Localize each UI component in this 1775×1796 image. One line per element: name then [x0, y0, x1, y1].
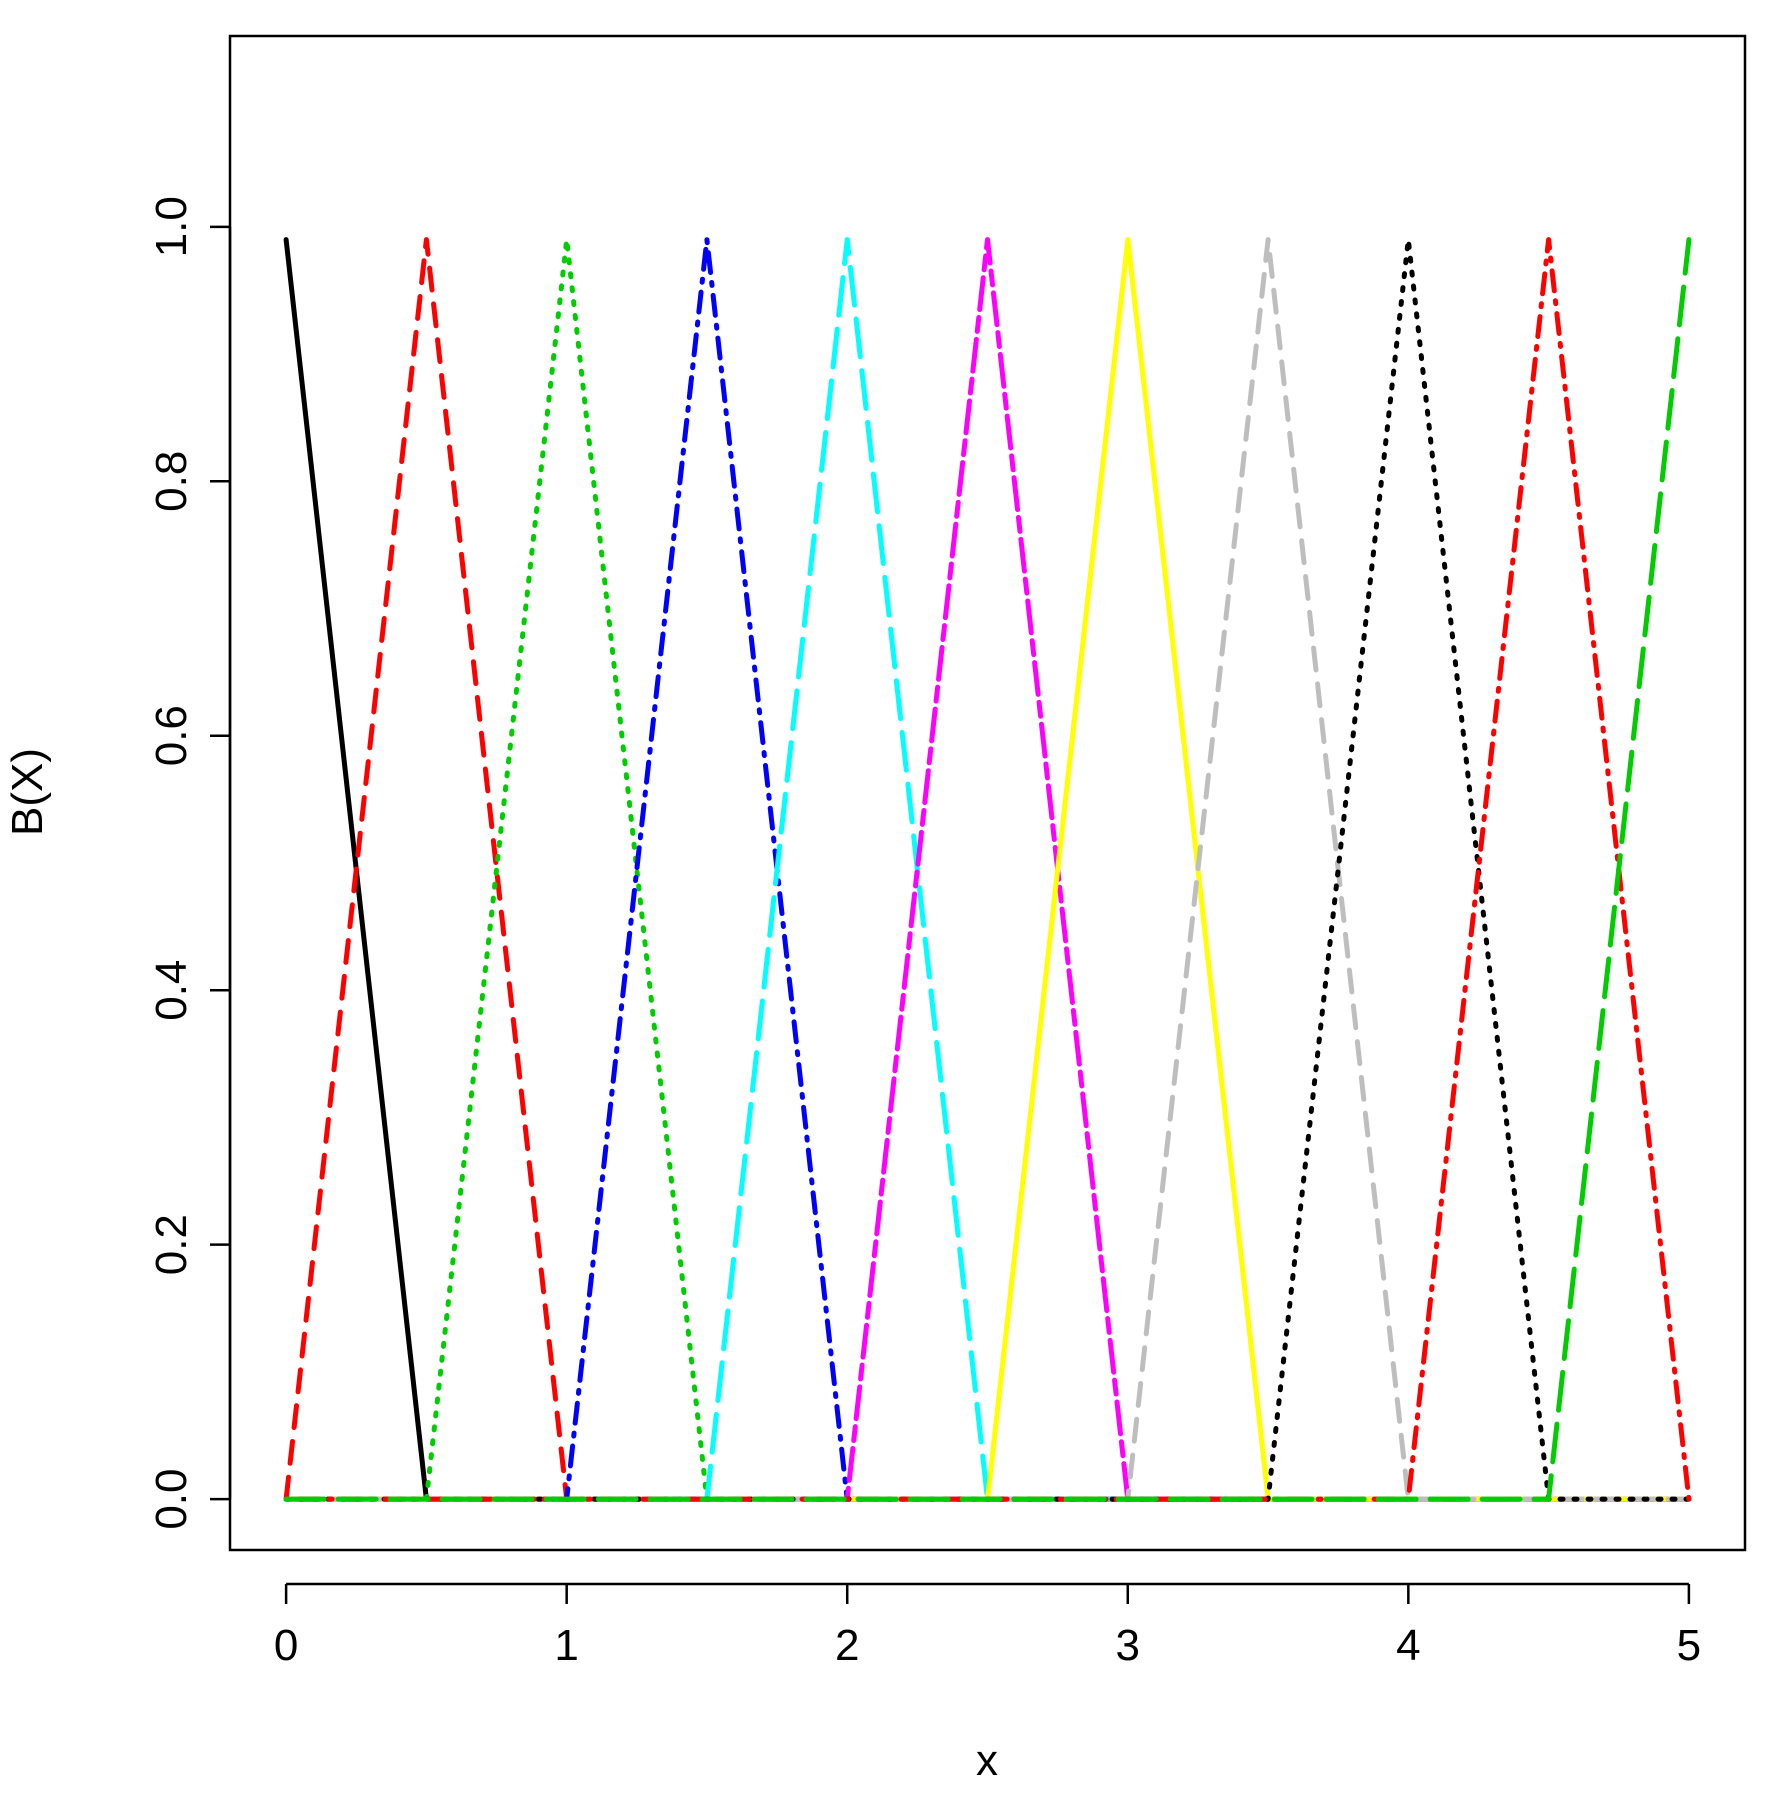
y-tick-label: 0.4 — [147, 960, 196, 1021]
x-axis-title: x — [976, 1736, 998, 1785]
y-tick-label: 0.6 — [147, 705, 196, 766]
y-tick-label: 0.8 — [147, 451, 196, 512]
y-axis-title: B(X) — [3, 748, 52, 836]
x-tick-label: 1 — [554, 1621, 578, 1670]
x-axis: 0 1 2 3 4 5 — [274, 1582, 1701, 1670]
x-tick-label: 3 — [1116, 1621, 1140, 1670]
x-tick-label: 4 — [1396, 1621, 1420, 1670]
series-line-11 — [283, 237, 1692, 1502]
x-tick-label: 0 — [274, 1621, 298, 1670]
y-tick-label: 1.0 — [147, 196, 196, 257]
y-axis: 0.0 0.2 0.4 0.6 0.8 1.0 — [147, 196, 232, 1530]
x-tick-label: 5 — [1677, 1621, 1701, 1670]
series-layer — [283, 237, 1692, 1502]
x-tick-label: 2 — [835, 1621, 859, 1670]
y-tick-label: 0.0 — [147, 1469, 196, 1530]
y-tick-label: 0.2 — [147, 1214, 196, 1275]
